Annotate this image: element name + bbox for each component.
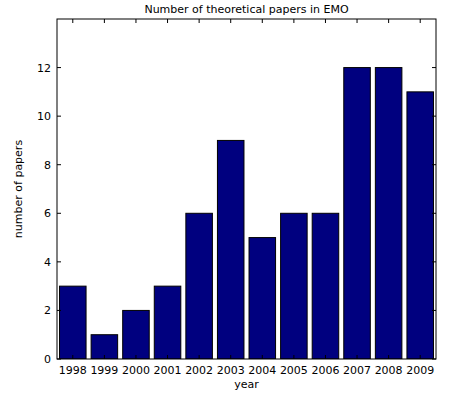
y-tick-label: 8 — [44, 159, 51, 172]
x-tick — [135, 355, 136, 359]
bar — [281, 213, 308, 359]
title: Number of theoretical papers in EMO — [144, 3, 349, 16]
y-tick — [432, 310, 436, 311]
x-tick — [325, 19, 326, 23]
x-tick-label: 2009 — [406, 364, 434, 377]
frame — [57, 19, 436, 359]
y-tick — [432, 116, 436, 117]
x-tick — [199, 19, 200, 23]
bar — [60, 286, 87, 359]
x-tick — [167, 355, 168, 359]
y-tick-label: 12 — [37, 62, 51, 75]
y-tick-label: 6 — [44, 207, 51, 220]
bar — [249, 238, 276, 359]
x-tick-label: 2007 — [343, 364, 371, 377]
x-tick — [357, 19, 358, 23]
x-tick — [420, 355, 421, 359]
y-tick — [57, 67, 61, 68]
x-tick — [167, 19, 168, 23]
x-tick-label: 2003 — [217, 364, 245, 377]
x-tick — [388, 19, 389, 23]
bar — [154, 286, 181, 359]
x-tick — [72, 19, 73, 23]
x-tick — [262, 355, 263, 359]
x-tick — [135, 19, 136, 23]
y-tick — [57, 261, 61, 262]
bar — [312, 213, 339, 359]
y-tick — [432, 67, 436, 68]
y-tick — [432, 359, 436, 360]
x-tick-label: 2002 — [185, 364, 213, 377]
x-tick — [262, 19, 263, 23]
x-tick — [72, 355, 73, 359]
x-tick-label: 2008 — [375, 364, 403, 377]
y-tick — [432, 213, 436, 214]
x-tick — [357, 355, 358, 359]
y-tick — [432, 261, 436, 262]
x-axis-label: year — [234, 378, 259, 391]
y-tick-label: 10 — [37, 110, 51, 123]
bar — [217, 140, 244, 359]
bar — [375, 68, 402, 359]
y-axis-label: number of papers — [12, 140, 25, 239]
y-tick — [57, 213, 61, 214]
y-tick — [57, 359, 61, 360]
x-tick-label: 2000 — [122, 364, 150, 377]
x-tick — [293, 355, 294, 359]
x-tick — [420, 19, 421, 23]
y-tick — [57, 164, 61, 165]
bars — [60, 68, 434, 359]
bar — [186, 213, 213, 359]
x-tick — [325, 355, 326, 359]
x-tick-label: 2005 — [280, 364, 308, 377]
x-tick — [230, 355, 231, 359]
x-tick — [230, 19, 231, 23]
y-tick-label: 4 — [44, 256, 51, 269]
x-tick-label: 1998 — [59, 364, 87, 377]
y-tick-label: 0 — [44, 353, 51, 366]
bar — [407, 92, 434, 359]
x-tick-label: 2004 — [248, 364, 276, 377]
x-tick-label: 2001 — [154, 364, 182, 377]
y-tick-label: 2 — [44, 304, 51, 317]
y-tick — [57, 310, 61, 311]
x-tick-label: 1999 — [90, 364, 118, 377]
bar — [344, 68, 371, 359]
x-tick — [104, 19, 105, 23]
bar — [123, 310, 150, 359]
chart: 0 2 4 6 8 10 12 19981999 2000 20012002 20032004 200… — [0, 0, 453, 403]
x-tick — [104, 355, 105, 359]
bar — [91, 335, 118, 359]
x-tick — [293, 19, 294, 23]
x-tick — [388, 355, 389, 359]
y-tick — [57, 116, 61, 117]
plot-bg — [57, 19, 436, 359]
x-tick-label: 2006 — [311, 364, 339, 377]
x-tick — [199, 355, 200, 359]
y-tick — [432, 164, 436, 165]
